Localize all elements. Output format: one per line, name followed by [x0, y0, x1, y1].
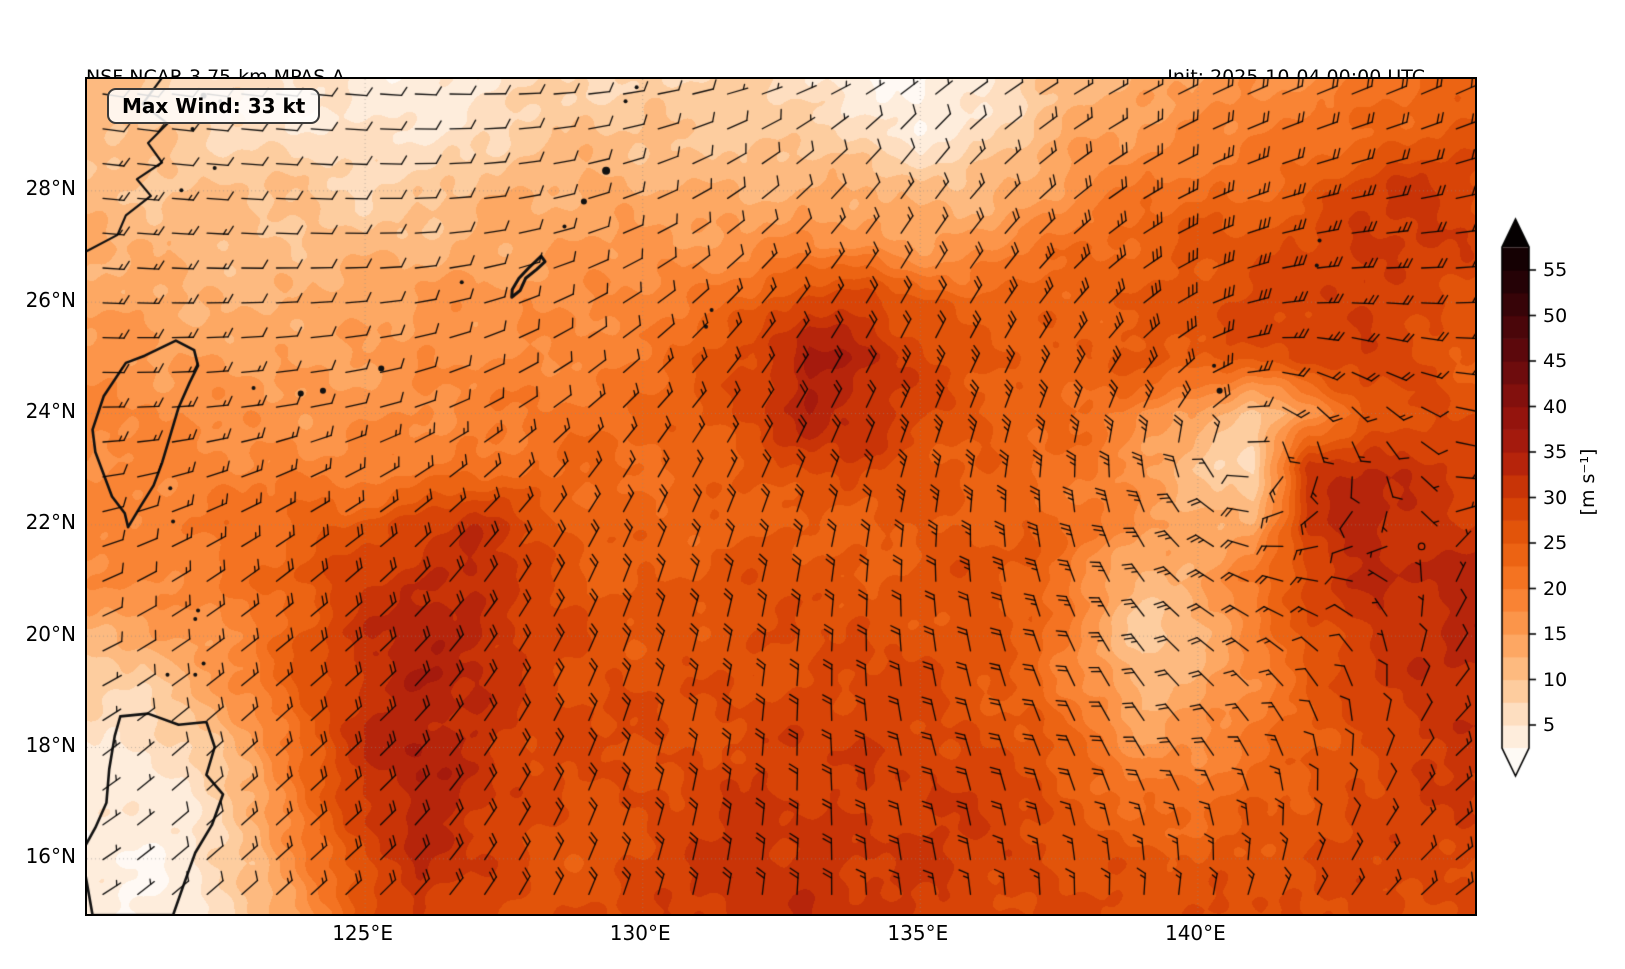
y-tick-label: 20°N [25, 621, 76, 646]
colorbar-unit-label: [m s⁻¹] [1577, 448, 1599, 516]
colorbar-tick-label: 25 [1543, 532, 1568, 554]
map-axes: Max Wind: 33 kt [85, 77, 1477, 916]
x-tick-label: 130°E [609, 921, 671, 945]
colorbar-tick-label: 15 [1543, 623, 1568, 645]
colorbar [1490, 210, 1620, 790]
y-tick-label: 24°N [25, 399, 76, 423]
y-tick-label: 16°N [25, 844, 76, 869]
colorbar-tick-label: 10 [1543, 668, 1568, 691]
colorbar-tick-label: 5 [1543, 714, 1556, 736]
colorbar-tick-label: 35 [1543, 441, 1568, 463]
x-tick-label: 125°E [332, 921, 393, 945]
colorbar-tick-label: 40 [1543, 395, 1568, 418]
colorbar-tick-label: 20 [1543, 577, 1568, 600]
y-tick-label: 18°N [25, 733, 76, 757]
colorbar-tick-label: 45 [1543, 350, 1568, 372]
colorbar-tick-label: 30 [1543, 486, 1568, 509]
y-tick-label: 22°N [25, 510, 76, 535]
colorbar-tick-label: 50 [1543, 304, 1568, 327]
x-tick-label: 140°E [1164, 921, 1226, 945]
shear-heatmap-canvas [87, 79, 1475, 914]
y-tick-label: 28°N [25, 176, 76, 201]
x-tick-label: 135°E [887, 921, 949, 945]
max-wind-badge: Max Wind: 33 kt [107, 88, 321, 124]
colorbar-tick-label: 55 [1543, 259, 1568, 281]
y-tick-label: 26°N [25, 287, 76, 312]
